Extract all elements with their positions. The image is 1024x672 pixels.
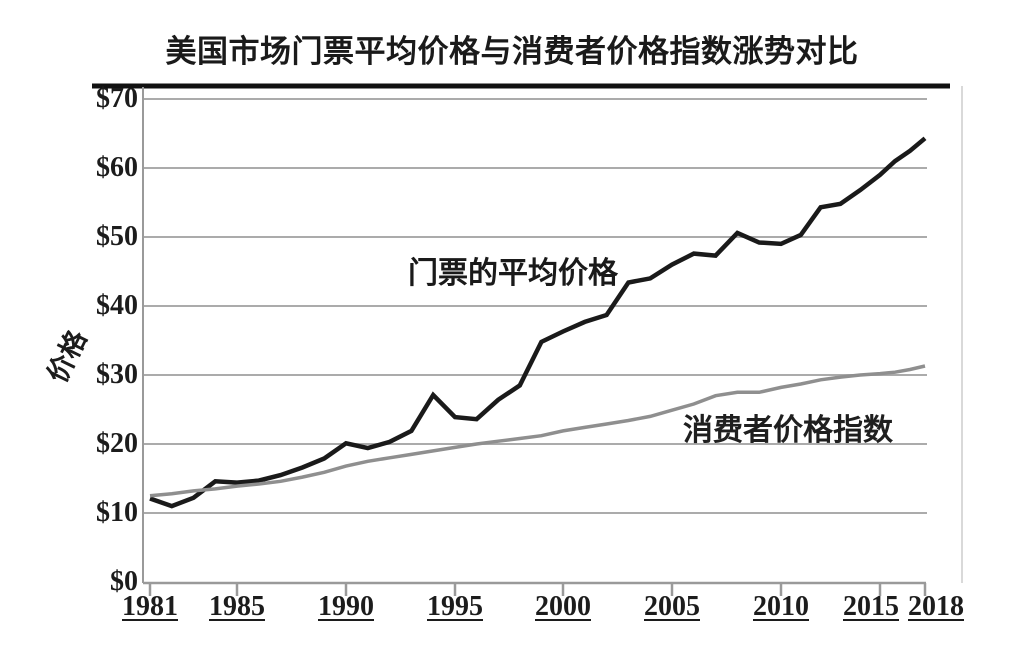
y-tick-label: $30 bbox=[96, 359, 138, 390]
y-tick-label: $0 bbox=[110, 566, 138, 597]
x-tick-label: 1985 bbox=[209, 591, 265, 622]
y-tick-label: $50 bbox=[96, 221, 138, 252]
x-tick-label: 2018 bbox=[908, 591, 964, 622]
series-label-ticket-price: 门票的平均价格 bbox=[408, 257, 618, 290]
x-tick-label: 2005 bbox=[644, 591, 700, 622]
series-line-0 bbox=[149, 136, 927, 509]
y-tick-label: $60 bbox=[96, 152, 138, 183]
chart-title: 美国市场门票平均价格与消费者价格指数涨势对比 bbox=[165, 34, 859, 69]
y-tick-label: $40 bbox=[96, 290, 138, 321]
x-tick-label: 1981 bbox=[122, 591, 178, 622]
series-label-cpi: 消费者价格指数 bbox=[683, 414, 893, 447]
series-line-1 bbox=[149, 364, 926, 498]
x-tick-label: 2015 bbox=[843, 591, 899, 622]
y-tick-label: $10 bbox=[96, 497, 138, 528]
x-tick-label: 1995 bbox=[427, 591, 483, 622]
x-tick-label: 2010 bbox=[753, 591, 809, 622]
y-tick-label: $20 bbox=[96, 428, 138, 459]
x-tick-label: 1990 bbox=[318, 591, 374, 622]
y-tick-label: $70 bbox=[96, 83, 138, 114]
x-tick-label: 2000 bbox=[535, 591, 591, 622]
